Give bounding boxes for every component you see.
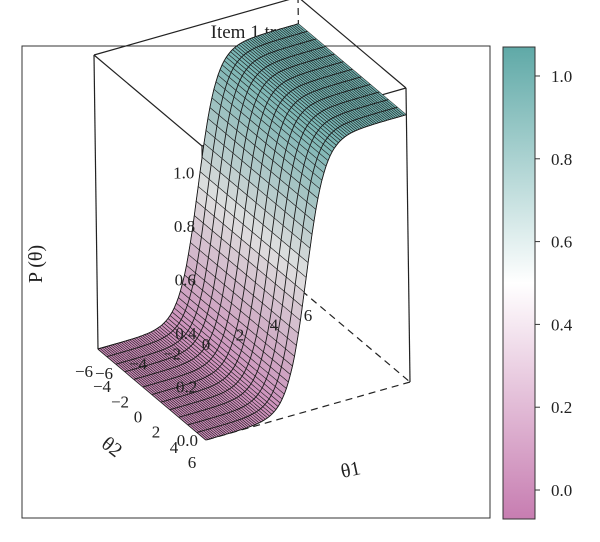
box-edge	[405, 87, 411, 383]
y-tick-label: −6	[75, 362, 93, 381]
colorbar-tick-label: 0.4	[551, 315, 573, 334]
z-tick-label: 0.6	[175, 271, 196, 290]
colorbar-tick-label: 0.6	[551, 233, 572, 252]
colorbar-tick-label: 0.2	[551, 398, 572, 417]
surface-gridline	[97, 23, 299, 350]
colorbar-tick-label: 0.8	[551, 150, 572, 169]
x-axis-label: θ1	[339, 457, 363, 483]
box-edge	[93, 54, 203, 147]
colorbar	[502, 46, 536, 520]
y-tick-label: 2	[152, 423, 161, 442]
y-tick-label: 4	[170, 438, 179, 457]
colorbar-tick-label: 0.0	[551, 481, 572, 500]
surface-gridline	[169, 83, 371, 411]
surface-gridline	[160, 76, 362, 403]
z-tick-label: 0.2	[176, 378, 197, 397]
colorbar-ticks: 0.0 0.2 0.4 0.6 0.8 1.0	[535, 67, 573, 500]
surface-gridline	[205, 114, 407, 441]
x-tick-label: 4	[270, 316, 279, 335]
z-axis-label: P (θ)	[25, 245, 47, 283]
box-edge	[93, 0, 290, 56]
surface-gridline	[187, 99, 389, 426]
x-tick-label: 6	[304, 306, 313, 325]
surface-gridline	[133, 53, 335, 380]
y-tick-label: 6	[188, 453, 197, 472]
x-tick-label: −2	[163, 345, 181, 364]
surface-gridline	[115, 38, 317, 365]
y-tick-label: 0	[134, 408, 143, 427]
box-edge	[93, 54, 99, 350]
x-tick-label: 2	[236, 325, 245, 344]
surface-gridline	[178, 91, 380, 418]
surface-gridline	[142, 61, 344, 388]
y-tick-label: −2	[111, 392, 129, 411]
colorbar-tick-label: 1.0	[551, 67, 572, 86]
x-tick-label: −6	[95, 364, 113, 383]
surface-gridline	[196, 106, 398, 433]
y-tick-label: −4	[93, 377, 112, 396]
z-tick-label: 0.4	[175, 324, 197, 343]
z-tick-label: 0.8	[174, 217, 195, 236]
x-tick-label: −4	[129, 354, 148, 373]
x-tick-label: 0	[202, 335, 211, 354]
surface-gridline	[124, 46, 326, 373]
z-tick-label: 0.0	[177, 431, 198, 450]
box-edge	[300, 0, 407, 89]
surface-gridline	[151, 68, 353, 395]
surface-gridline	[106, 30, 308, 358]
z-tick-label: 1.0	[173, 164, 194, 183]
surface	[97, 23, 407, 441]
